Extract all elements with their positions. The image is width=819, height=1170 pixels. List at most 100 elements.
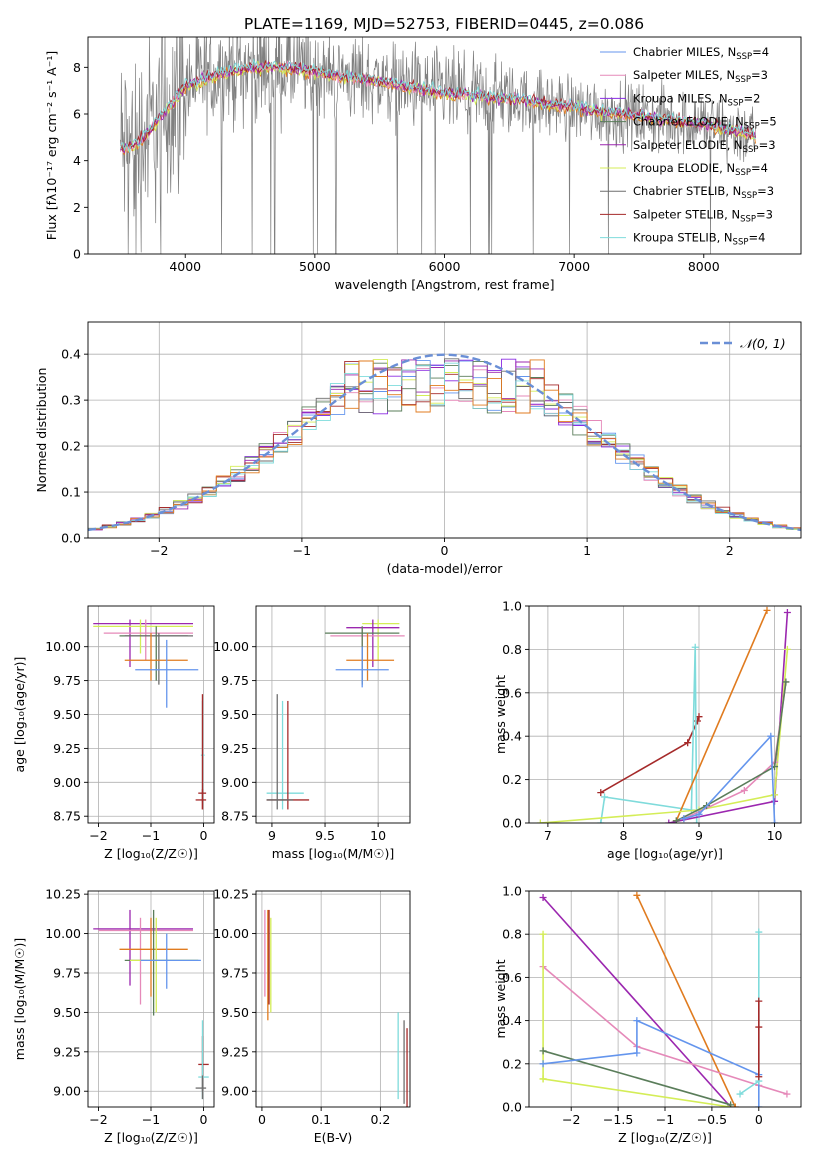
data-point — [93, 909, 193, 986]
legend-entry: Chabrier STELIB, NSSP=3 — [633, 184, 774, 201]
weight-marker — [539, 1047, 547, 1055]
y-axis-label: age [log₁₀(age/yr)] — [12, 657, 27, 773]
y-tick-label: 0.0 — [61, 531, 81, 546]
x-tick-label: 8 — [619, 828, 627, 843]
y-axis-label: mass weight — [493, 959, 508, 1038]
data-point — [346, 619, 400, 668]
y-tick-label: 9.25 — [221, 741, 249, 756]
y-tick-label: 0.2 — [502, 772, 522, 787]
plot-area-mass_vs_Z — [93, 909, 209, 1100]
y-tick-label: 9.50 — [221, 707, 249, 722]
plot-area-residuals — [88, 353, 801, 532]
frame-mass_vs_ebv: 0 0.1 0.2 9.00 9.25 9.50 9.75 10.00 10.25 E(B-V) — [213, 887, 411, 1145]
weight-marker — [691, 643, 699, 651]
x-tick-label: 10 — [767, 828, 783, 843]
data-point — [195, 1075, 207, 1100]
data-point — [195, 789, 207, 810]
x-axis-label: Z [log₁₀(Z/Z☉)] — [104, 846, 198, 861]
y-tick-label: 0.0 — [502, 1100, 522, 1115]
axes-frame — [528, 605, 802, 824]
legend-entry: Chabrier ELODIE, NSSP=5 — [633, 115, 777, 132]
x-tick-label: −2 — [562, 1112, 580, 1127]
x-tick-label: 6000 — [429, 259, 461, 274]
x-tick-label: 0 — [441, 543, 449, 558]
weight-marker — [736, 1090, 744, 1098]
weight-marker — [755, 1073, 763, 1081]
y-tick-label: 10.25 — [45, 887, 81, 902]
x-tick-label: 0 — [200, 828, 208, 843]
x-tick-label: 0.1 — [311, 1112, 331, 1127]
data-point — [335, 646, 389, 688]
y-tick-label: 8 — [73, 60, 81, 75]
y-tick-label: 1.0 — [502, 884, 522, 899]
weight-marker — [672, 817, 680, 823]
data-point — [140, 933, 201, 989]
x-tick-label: −2 — [89, 1112, 107, 1127]
weight-marker — [684, 739, 692, 747]
weight-marker — [633, 1049, 641, 1057]
y-axis-label: Normed distribution — [34, 368, 49, 493]
plot-area-age_vs_mass — [266, 619, 405, 810]
axes-frame — [255, 890, 411, 1108]
y-tick-label: 9.75 — [221, 965, 249, 980]
x-tick-label: 9 — [268, 828, 276, 843]
y-tick-label: 9.00 — [221, 1084, 249, 1099]
y-tick-label: 9.25 — [221, 1044, 249, 1059]
data-point — [346, 633, 395, 681]
x-tick-label: 7000 — [558, 259, 590, 274]
x-axis-label: (data-model)/error — [387, 561, 504, 576]
normal-reference-curve — [88, 353, 801, 532]
y-tick-label: 0.0 — [502, 816, 522, 831]
x-tick-label: 9.5 — [315, 828, 335, 843]
figure-title: PLATE=1169, MJD=52753, FIBERID=0445, z=0… — [244, 15, 644, 33]
data-point — [124, 633, 188, 681]
x-axis-label: Z [log₁₀(Z/Z☉)] — [618, 1130, 712, 1145]
model-spectrum-line — [119, 58, 756, 153]
legend-entry: 𝒩(0, 1) — [740, 336, 786, 351]
legend-entry: Salpeter ELODIE, NSSP=3 — [633, 138, 776, 155]
axes-weight_vs_age: 7 8 9 10 0.0 0.2 0.4 0.6 0.8 1.0 age [log₁₀(age/yr… — [493, 599, 802, 861]
y-tick-label: 8.75 — [53, 809, 81, 824]
weight-marker — [597, 819, 605, 823]
frame-residuals: −2 −1 0 1 2 0.0 0.1 0.2 0.3 0.4 (data-model)/error… — [34, 321, 802, 576]
data-point — [103, 619, 193, 661]
y-tick-label: 0.4 — [61, 347, 81, 362]
x-tick-label: 5000 — [299, 259, 331, 274]
y-tick-label: 9.50 — [53, 1005, 81, 1020]
weight-marker — [783, 609, 791, 617]
weight-marker — [693, 819, 701, 823]
y-tick-label: 6 — [73, 107, 81, 122]
x-tick-label: 0 — [200, 1112, 208, 1127]
y-tick-label: 10.00 — [213, 926, 249, 941]
y-tick-label: 0.2 — [502, 1056, 522, 1071]
weight-series-line — [675, 609, 768, 822]
y-tick-label: 9.75 — [221, 673, 249, 688]
plot-area-spectrum — [119, 37, 757, 254]
data-point — [93, 619, 193, 668]
x-tick-label: 10 — [370, 828, 386, 843]
y-tick-label: 0.8 — [502, 927, 522, 942]
frame-weight_vs_Z: −2 −1.5 −1 −0.5 0 0.0 0.2 0.4 0.6 0.8 1.0 Z [log₁₀(… — [493, 884, 802, 1145]
y-tick-label: 9.25 — [53, 1044, 81, 1059]
legend-entry: Chabrier MILES, NSSP=4 — [633, 45, 769, 62]
weight-marker — [633, 1017, 641, 1025]
y-tick-label: 0.2 — [61, 439, 81, 454]
axes-mass_vs_Z: −2 −1 0 9.00 9.25 9.50 9.75 10.00 10.25 Z [log₁₀(… — [12, 887, 215, 1145]
weight-marker — [740, 786, 748, 794]
weight-marker — [771, 819, 779, 823]
x-tick-label: 0 — [755, 1112, 763, 1127]
data-point — [98, 917, 193, 1005]
x-tick-label: −2 — [89, 828, 107, 843]
y-tick-label: 0.6 — [502, 685, 522, 700]
plot-area-weight_vs_age — [536, 606, 791, 823]
weight-marker — [597, 789, 605, 797]
weight-marker — [633, 891, 641, 899]
data-point — [362, 619, 400, 661]
x-axis-label: wavelength [Angstrom, rest frame] — [334, 277, 554, 292]
weight-series-line — [683, 734, 776, 823]
x-tick-label: 9 — [695, 828, 703, 843]
weight-marker — [539, 930, 547, 938]
weight-marker — [601, 793, 609, 801]
